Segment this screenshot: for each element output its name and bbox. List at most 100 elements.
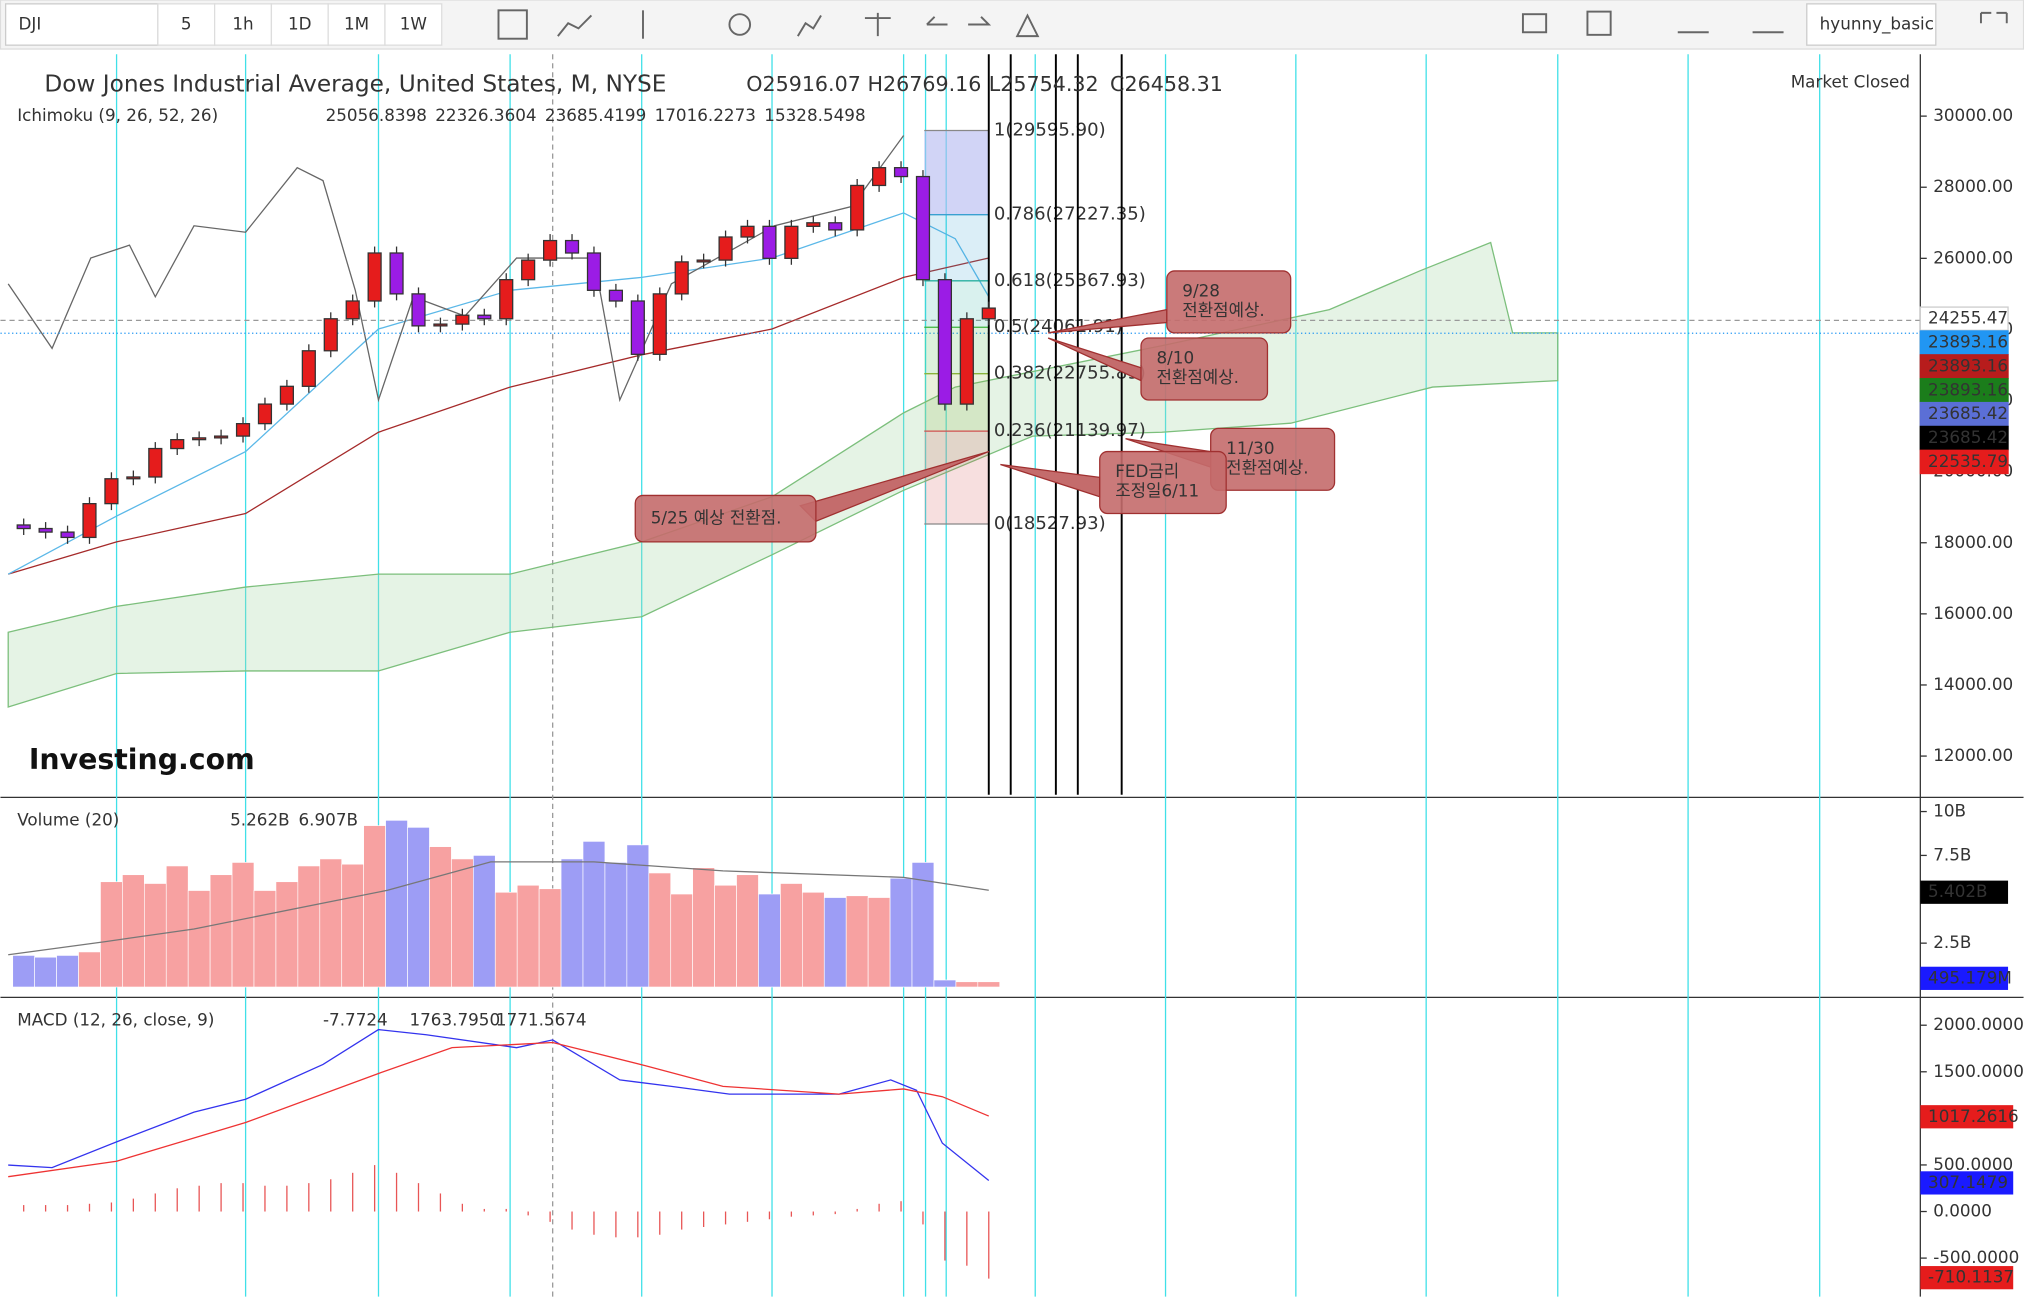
volume-bar xyxy=(758,893,781,988)
interval-label[interactable]: 5 xyxy=(181,14,192,34)
volume-bar xyxy=(670,893,693,988)
fib-label: 0.236(21139.97) xyxy=(994,420,1146,441)
price-tag-label: 23893.16 xyxy=(1928,355,2008,375)
volume-bar xyxy=(955,981,979,988)
volume-bar xyxy=(429,846,452,988)
interval-button[interactable] xyxy=(327,3,386,46)
legend-title: Dow Jones Industrial Average, United Sta… xyxy=(44,71,666,98)
user-box[interactable] xyxy=(1806,3,1937,46)
y-tick-label: 16000.00 xyxy=(1933,603,2013,623)
symbol-box[interactable] xyxy=(4,3,159,46)
candle xyxy=(872,167,887,187)
toolbar: DJI hyunny_basic 5 1h 1D 1M 1W xyxy=(0,0,2024,50)
y-tick-label: 12000.00 xyxy=(1933,745,2013,765)
ichimoku-value: 15328.5498 xyxy=(764,105,865,125)
volume-bar xyxy=(407,827,430,988)
candle xyxy=(104,478,119,505)
candle xyxy=(411,293,426,327)
candle xyxy=(608,289,623,302)
volume-bar xyxy=(100,881,123,988)
volume-bar xyxy=(473,855,496,988)
candle xyxy=(213,435,229,439)
candle xyxy=(981,307,996,320)
candle xyxy=(586,252,602,291)
volume-label: Volume (20) xyxy=(17,810,119,830)
interval-button[interactable] xyxy=(270,3,329,46)
volume-bar xyxy=(363,825,386,988)
ohlc-value: L25754.32 xyxy=(989,72,1099,96)
toolbar-icons xyxy=(497,9,2008,40)
callout xyxy=(1166,270,1292,334)
fib-label: 0.5(24061.91) xyxy=(994,316,1123,337)
market-status: Market Closed xyxy=(1791,72,1910,92)
volume-bar xyxy=(275,881,299,988)
volume-bar xyxy=(977,981,1001,988)
volume-bar xyxy=(692,867,715,988)
candle xyxy=(499,279,514,320)
interval-button[interactable] xyxy=(213,3,273,46)
callout-text: FED금리 xyxy=(1115,461,1179,481)
volume-bar xyxy=(736,874,759,988)
candle xyxy=(126,476,141,480)
price-tag xyxy=(1919,449,2009,475)
volume-bar xyxy=(911,862,935,988)
ichimoku-value: 25056.8398 xyxy=(326,105,427,125)
y-tick-label: 1500.0000 xyxy=(1933,1061,2024,1081)
price-tag-label: 23893.16 xyxy=(1928,332,2008,352)
fib-label: 0.382(22755.89) xyxy=(994,363,1146,384)
candle xyxy=(718,236,733,261)
macd-label: MACD (12, 26, close, 9) xyxy=(17,1010,214,1030)
y-tick-label: 0.0000 xyxy=(1933,1201,1992,1221)
candle xyxy=(192,437,207,441)
volume-bar xyxy=(209,874,233,988)
volume-bar xyxy=(34,956,57,988)
y-tick-label: 18000.00 xyxy=(1933,532,2013,552)
y-tick-label: 500.0000 xyxy=(1933,1154,2013,1174)
volume-bar xyxy=(341,863,364,988)
volume-bar xyxy=(560,858,584,988)
candle xyxy=(60,531,75,539)
candle xyxy=(806,222,821,227)
candle xyxy=(696,259,711,263)
candle xyxy=(301,350,316,387)
candle xyxy=(762,225,777,259)
interval-label[interactable]: 1h xyxy=(232,14,253,34)
candle xyxy=(235,423,251,437)
candle xyxy=(937,279,953,405)
price-tag-label: 24255.47 xyxy=(1928,308,2008,328)
candle xyxy=(893,167,909,178)
y-tick-label: 14000.00 xyxy=(1933,674,2013,694)
fib-zone xyxy=(924,327,989,374)
fib-zone xyxy=(924,214,989,281)
ichimoku-value: 17016.2273 xyxy=(655,105,756,125)
volume-bar xyxy=(451,858,474,988)
symbol[interactable]: DJI xyxy=(19,14,42,34)
macd-value: -7.7724 xyxy=(323,1010,388,1030)
interval-label[interactable]: 1M xyxy=(344,14,369,34)
candle xyxy=(345,300,360,320)
interval-button[interactable] xyxy=(384,3,443,46)
volume-bar xyxy=(538,888,562,988)
callout-text: 8/10 xyxy=(1157,348,1195,368)
user[interactable]: hyunny_basic xyxy=(1820,14,1934,35)
candle xyxy=(630,300,645,355)
callout xyxy=(1099,450,1227,515)
y-tick-label: 26000.00 xyxy=(1933,247,2013,267)
overlay: 9/28전환점예상.8/10전환점예상.11/30전환점예상.FED금리조정일6… xyxy=(17,71,1910,1030)
volume-tag xyxy=(1920,880,2009,904)
y-tick-label: 7.5B xyxy=(1933,844,1971,864)
y-tick-label: 2.5B xyxy=(1933,932,1971,952)
candle xyxy=(850,184,865,231)
price-tag-label: 23685.42 xyxy=(1928,403,2008,423)
interval-label[interactable]: 1D xyxy=(288,14,312,34)
volume-ma xyxy=(8,861,989,956)
fib-label: 0.618(25367.93) xyxy=(994,270,1146,291)
macd-tag xyxy=(1920,1171,2014,1195)
interval-label[interactable]: 1W xyxy=(400,14,428,34)
candle xyxy=(477,314,492,320)
volume-bar xyxy=(823,897,847,988)
interval-button[interactable] xyxy=(157,3,216,46)
volume-bar xyxy=(253,890,277,988)
volume-bar xyxy=(165,865,189,988)
